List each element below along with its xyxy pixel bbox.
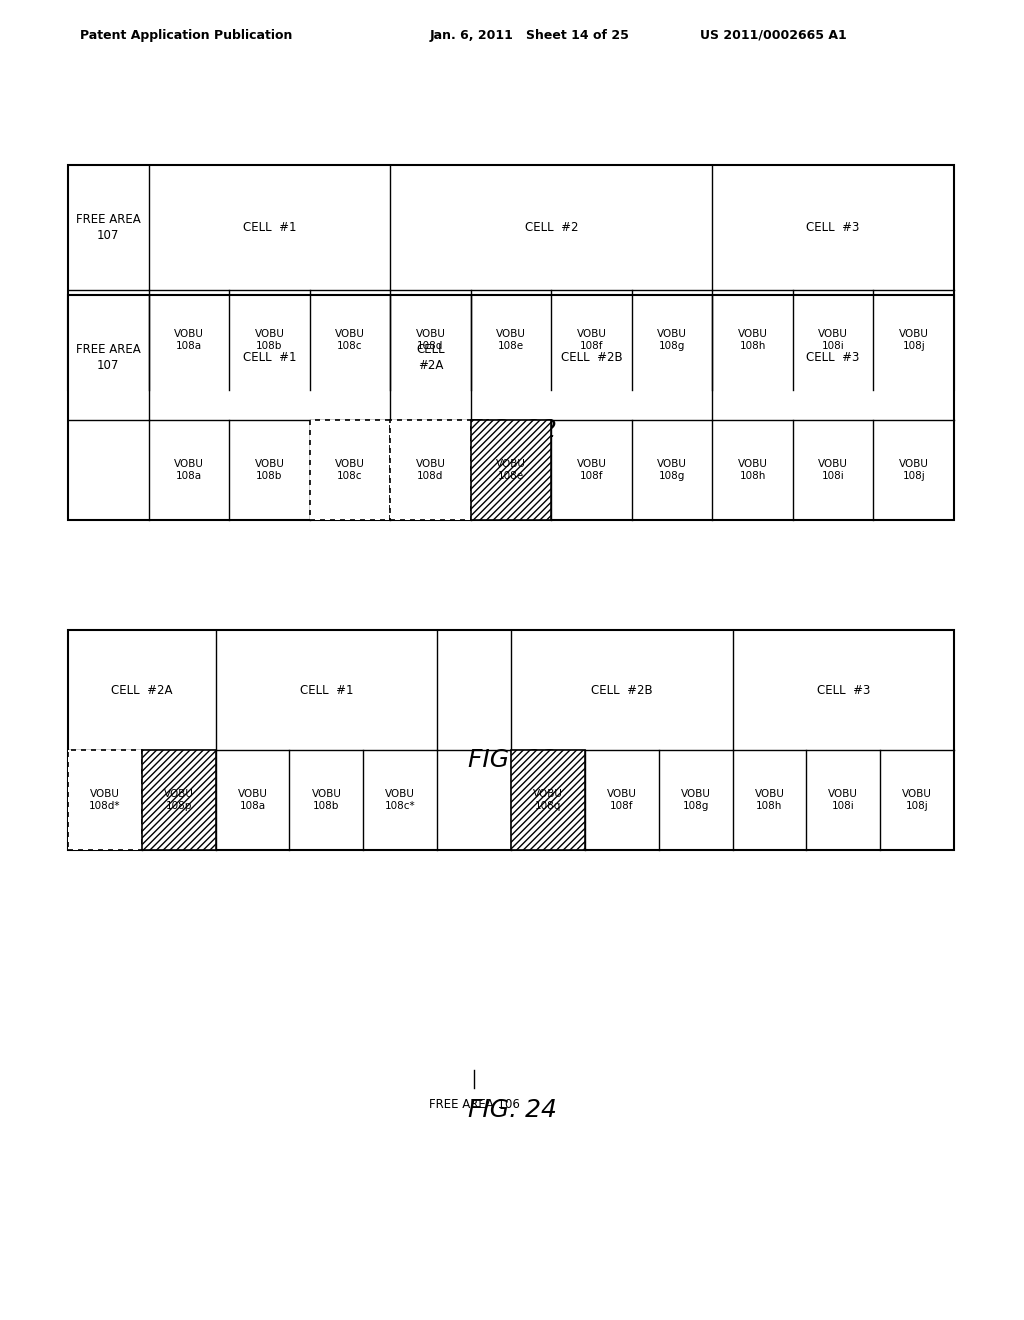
Bar [68,294,954,520]
Text: VOBU
108h: VOBU 108h [755,789,784,810]
Text: VOBU
108i: VOBU 108i [818,459,848,480]
Bar [142,750,216,850]
Text: VOBU
108e: VOBU 108e [496,459,526,480]
Text: VOBU
108f: VOBU 108f [577,329,606,351]
Text: VOBU
108d: VOBU 108d [416,329,445,351]
Text: VOBU
108b: VOBU 108b [254,459,285,480]
Text: VOBU
108e: VOBU 108e [496,329,526,351]
Text: VOBU
108i: VOBU 108i [828,789,858,810]
Text: VOBU
108g: VOBU 108g [681,789,711,810]
Text: VOBU
108a: VOBU 108a [174,329,204,351]
Text: CELL  #3: CELL #3 [807,351,860,364]
Bar [68,750,142,850]
Text: CELL  #2: CELL #2 [524,220,578,234]
Bar [68,630,954,850]
Text: CELL  #2A: CELL #2A [111,684,173,697]
Text: VOBU
108c*: VOBU 108c* [385,789,416,810]
Text: VOBU
108c: VOBU 108c [335,459,365,480]
Text: VOBU
108b: VOBU 108b [254,329,285,351]
Text: Jan. 6, 2011   Sheet 14 of 25: Jan. 6, 2011 Sheet 14 of 25 [430,29,630,41]
Text: FREE AREA 106: FREE AREA 106 [429,1098,519,1111]
Text: VOBU
108f: VOBU 108f [577,459,606,480]
Bar [471,420,551,520]
Text: VOBU
108q: VOBU 108q [532,789,563,810]
Text: FIG. 24: FIG. 24 [468,1098,556,1122]
Text: CELL
#2A: CELL #2A [416,343,444,372]
Text: VOBU
108a: VOBU 108a [238,789,267,810]
Text: VOBU
108i: VOBU 108i [818,329,848,351]
Text: CELL  #2B: CELL #2B [591,684,652,697]
Text: FREE AREA
107: FREE AREA 107 [76,213,140,242]
Bar [390,420,471,520]
Text: VOBU
108b: VOBU 108b [311,789,341,810]
Text: VOBU
108a: VOBU 108a [174,459,204,480]
Text: VOBU
108g: VOBU 108g [657,459,687,480]
Text: Patent Application Publication: Patent Application Publication [80,29,293,41]
Text: US 2011/0002665 A1: US 2011/0002665 A1 [700,29,847,41]
Text: VOBU
108h: VOBU 108h [737,459,768,480]
Text: VOBU
108j: VOBU 108j [899,329,929,351]
Text: VOBU
108p: VOBU 108p [164,789,194,810]
Text: VOBU
108d*: VOBU 108d* [89,789,121,810]
Text: VOBU
108h: VOBU 108h [737,329,768,351]
Text: VOBU
108j: VOBU 108j [899,459,929,480]
Text: VOBU
108c: VOBU 108c [335,329,365,351]
Text: VOBU
108d: VOBU 108d [416,459,445,480]
Text: CELL  #3: CELL #3 [816,684,870,697]
Text: CELL  #1: CELL #1 [243,351,296,364]
Text: CELL  #1: CELL #1 [243,220,296,234]
Text: FIG. 23: FIG. 23 [468,748,556,772]
Text: CELL  #2B: CELL #2B [561,351,623,364]
Text: CELL  #1: CELL #1 [300,684,353,697]
Bar [68,165,954,389]
Text: VOBU
108f: VOBU 108f [607,789,637,810]
Text: FREE AREA
107: FREE AREA 107 [76,343,140,372]
Text: CELL  #3: CELL #3 [807,220,860,234]
Text: VOBU
108g: VOBU 108g [657,329,687,351]
Text: VOBU
108j: VOBU 108j [902,789,932,810]
Bar [309,420,390,520]
Text: FIG. 22: FIG. 22 [468,418,556,442]
Bar [511,750,585,850]
